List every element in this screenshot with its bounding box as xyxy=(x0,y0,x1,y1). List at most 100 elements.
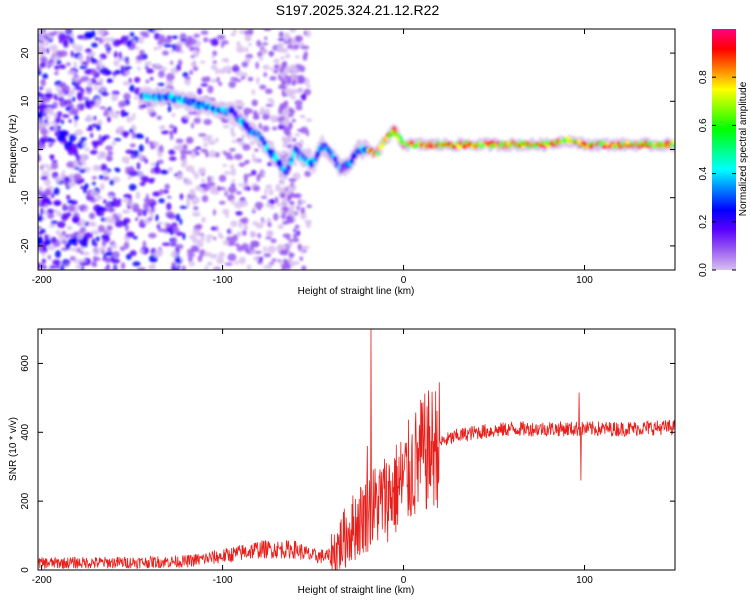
heatmap-cell xyxy=(53,93,58,101)
heatmap-cell xyxy=(230,164,235,169)
heatmap-cell xyxy=(115,168,121,173)
heatmap-cell xyxy=(200,30,209,35)
heatmap-cell xyxy=(260,195,268,199)
heatmap-cell xyxy=(286,194,292,201)
heatmap-cell xyxy=(293,232,298,239)
heatmap-cell xyxy=(38,262,41,270)
heatmap-cell xyxy=(235,210,243,216)
heatmap-cell xyxy=(296,230,301,236)
heatmap-cell xyxy=(180,49,184,54)
heatmap-cell xyxy=(160,169,169,175)
heatmap-cell xyxy=(223,170,231,175)
heatmap-cell xyxy=(129,84,135,93)
x-tick-label: -100 xyxy=(213,275,233,286)
heatmap-cell xyxy=(200,148,208,153)
heatmap-cell xyxy=(218,200,226,205)
heatmap-cell xyxy=(270,238,277,244)
heatmap-cell xyxy=(280,120,286,125)
heatmap-cell xyxy=(244,222,248,230)
heatmap-cell xyxy=(40,56,48,63)
heatmap-cell xyxy=(74,44,84,53)
heatmap-cell xyxy=(462,144,467,149)
heatmap-cell xyxy=(57,91,65,98)
heatmap-cell xyxy=(106,50,111,54)
heatmap-cell xyxy=(71,96,76,102)
heatmap-cell xyxy=(124,71,131,75)
heatmap-cell xyxy=(97,224,105,233)
heatmap-cell xyxy=(252,206,257,211)
spectrogram-heatmap xyxy=(38,29,675,270)
heatmap-cell xyxy=(43,115,50,121)
heatmap-cell xyxy=(160,66,167,72)
heatmap-cell xyxy=(259,106,266,114)
heatmap-cell xyxy=(214,267,219,270)
heatmap-cell xyxy=(271,126,278,131)
heatmap-cell xyxy=(103,199,107,204)
heatmap-cell xyxy=(90,132,94,138)
heatmap-cell xyxy=(229,120,233,126)
heatmap-cell xyxy=(288,216,294,224)
heatmap-cell xyxy=(54,250,61,259)
heatmap-cell xyxy=(281,62,285,68)
heatmap-cell xyxy=(70,87,76,96)
heatmap-cell xyxy=(165,223,172,228)
heatmap-cell xyxy=(65,29,71,34)
heatmap-cell xyxy=(68,133,77,142)
heatmap-cell xyxy=(263,71,268,78)
heatmap-cell xyxy=(79,226,87,234)
heatmap-cell xyxy=(95,97,101,105)
heatmap-cell xyxy=(294,133,301,137)
heatmap-cell xyxy=(38,215,44,222)
heatmap-cell xyxy=(177,59,183,67)
heatmap-cell xyxy=(61,230,66,236)
heatmap-cell xyxy=(207,85,214,94)
heatmap-cell xyxy=(161,242,171,247)
heatmap-cell xyxy=(193,172,200,180)
heatmap-cell xyxy=(255,61,260,70)
heatmap-cell xyxy=(167,166,173,173)
heatmap-cell xyxy=(66,225,73,231)
heatmap-cell xyxy=(96,206,105,211)
heatmap-cell xyxy=(139,218,144,225)
heatmap-cell xyxy=(103,267,109,270)
heatmap-cell xyxy=(59,130,68,137)
heatmap-cell xyxy=(135,217,139,221)
heatmap-cell xyxy=(281,213,286,220)
heatmap-cell xyxy=(258,122,262,130)
y-tick-label: -20 xyxy=(20,238,31,253)
heatmap-cell xyxy=(273,69,279,74)
heatmap-cell xyxy=(83,251,90,256)
heatmap-cell xyxy=(150,203,155,211)
heatmap-cell xyxy=(132,112,136,121)
heatmap-cell xyxy=(300,207,306,215)
heatmap-cell xyxy=(38,102,46,109)
heatmap-cell xyxy=(89,212,96,220)
heatmap-cell xyxy=(139,31,149,36)
heatmap-cell xyxy=(201,76,209,83)
heatmap-cell xyxy=(185,165,195,173)
heatmap-cell xyxy=(77,104,81,110)
heatmap-cell xyxy=(115,111,120,115)
heatmap-cell xyxy=(279,116,286,122)
heatmap-cell xyxy=(138,144,144,153)
heatmap-cell xyxy=(39,194,48,198)
heatmap-cell xyxy=(225,152,232,160)
heatmap-cell xyxy=(184,181,193,186)
heatmap-cell xyxy=(51,55,60,61)
heatmap-cell xyxy=(66,161,76,168)
heatmap-cell xyxy=(40,127,48,135)
y-tick-label: 20 xyxy=(20,47,31,59)
heatmap-cell xyxy=(175,260,183,264)
heatmap-cell xyxy=(301,93,307,101)
heatmap-cell xyxy=(294,64,303,69)
heatmap-cell xyxy=(123,66,132,70)
heatmap-cell xyxy=(301,265,307,270)
heatmap-cell xyxy=(256,173,261,182)
heatmap-cell xyxy=(285,135,293,140)
snr-y-label: SNR (10 * v/v) xyxy=(8,417,19,481)
heatmap-cell xyxy=(175,173,184,181)
heatmap-cell xyxy=(280,179,286,186)
heatmap-cell xyxy=(281,136,286,143)
heatmap-cell xyxy=(160,125,166,130)
heatmap-cell xyxy=(292,69,296,74)
